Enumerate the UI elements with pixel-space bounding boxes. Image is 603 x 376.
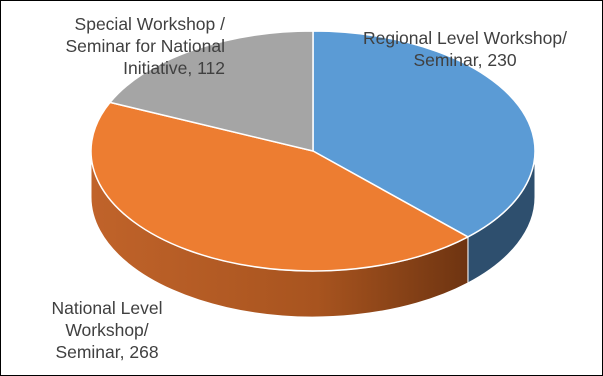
slice-label-national: National Level Workshop/ Seminar, 268 <box>51 298 163 362</box>
slice-regional <box>312 30 536 238</box>
slice-special <box>109 30 314 152</box>
slice-national <box>90 101 469 272</box>
slice-label-regional: Regional Level Workshop/ Seminar, 230 <box>363 28 567 70</box>
slice-label-special: Special Workshop / Seminar for National … <box>65 14 225 78</box>
